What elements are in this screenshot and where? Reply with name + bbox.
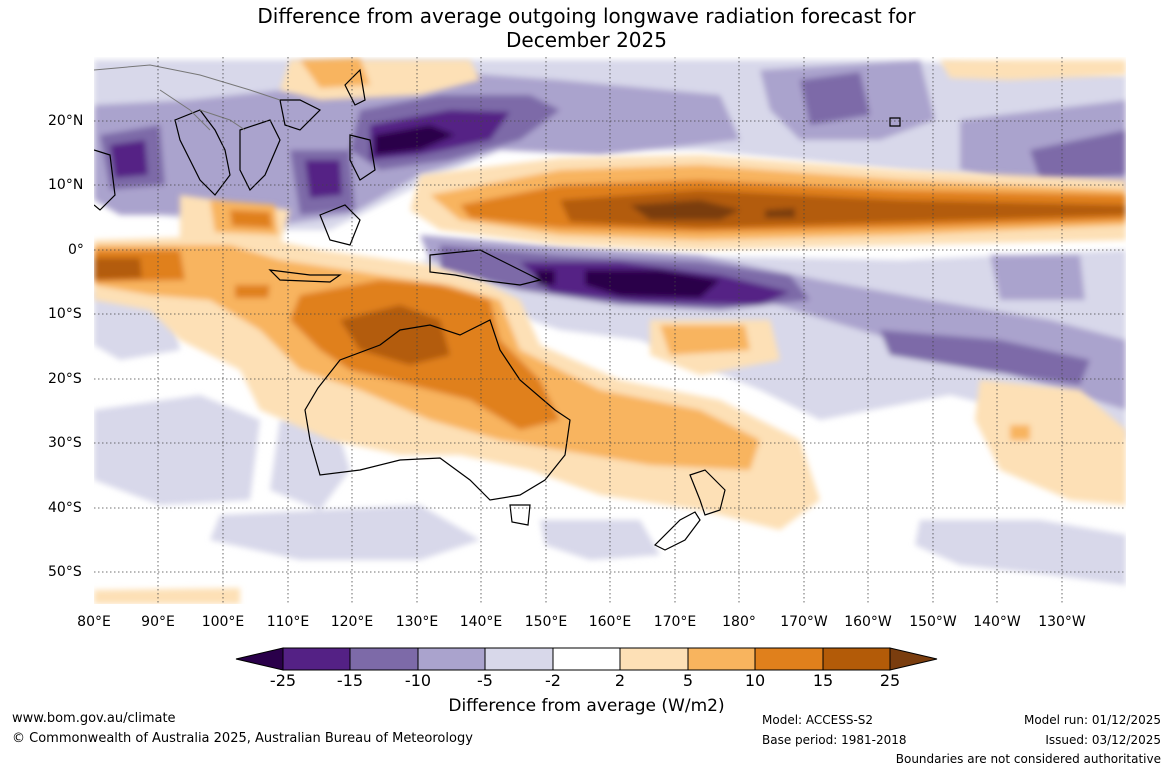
map-title: Difference from average outgoing longwav… [0, 4, 1173, 52]
colorbar-swatch [552, 647, 621, 671]
lat-label: 50°S [48, 564, 82, 580]
colorbar-tick-label: -15 [336, 671, 364, 690]
lon-label: 160°E [588, 614, 632, 630]
lat-label: 20°S [48, 371, 82, 387]
lon-label: 130°E [395, 614, 439, 630]
lon-label: 170°E [653, 614, 697, 630]
colorbar-title: Difference from average (W/m2) [448, 696, 725, 716]
colorbar-min-extend [235, 647, 284, 671]
lon-label: 150°E [524, 614, 568, 630]
colorbar-tick-label: 2 [614, 671, 626, 690]
colorbar-swatch [619, 647, 689, 671]
colorbar-tick-label: -25 [269, 671, 297, 690]
footer-issued: Issued: 03/12/2025 [1045, 733, 1161, 747]
footer-model: Model: ACCESS-S2 [762, 713, 874, 727]
lat-label: 10°S [48, 306, 82, 322]
lon-label: 110°E [266, 614, 310, 630]
footer-url[interactable]: www.bom.gov.au/climate [12, 711, 176, 726]
lon-label: 90°E [141, 614, 175, 630]
lon-label: 80°E [77, 614, 111, 630]
footer-model-run: Model run: 01/12/2025 [1023, 713, 1161, 727]
lon-label: 150°W [909, 614, 957, 630]
footer-base-period: Base period: 1981-2018 [762, 733, 907, 747]
lon-label: 120°E [330, 614, 374, 630]
footer-copyright: © Commonwealth of Australia 2025, Austra… [12, 731, 473, 746]
lat-label: 20°N [48, 113, 84, 129]
lon-label: 140°E [459, 614, 503, 630]
colorbar-tick-label: 25 [879, 671, 901, 690]
country-borders [94, 64, 281, 131]
lat-label: 10°N [48, 177, 84, 193]
title-line-2: December 2025 [506, 28, 667, 52]
colorbar-swatch [754, 647, 824, 671]
colorbar-max-extend [889, 647, 938, 671]
footer-boundaries: Boundaries are not considered authoritat… [895, 752, 1161, 766]
colorbar-swatch [484, 647, 554, 671]
colorbar-swatch [349, 647, 419, 671]
title-line-1: Difference from average outgoing longwav… [257, 4, 916, 28]
colorbar-tick-label: -10 [404, 671, 432, 690]
colorbar-tick-label: 15 [812, 671, 834, 690]
lat-label: 0° [68, 242, 84, 258]
lon-label: 160°W [844, 614, 892, 630]
colorbar-swatch [687, 647, 756, 671]
colorbar-tick-label: 10 [744, 671, 766, 690]
lon-label: 170°W [780, 614, 828, 630]
anomaly-field [94, 57, 1126, 604]
lat-label: 40°S [48, 500, 82, 516]
lon-label: 100°E [201, 614, 245, 630]
lon-label: 140°W [973, 614, 1021, 630]
colorbar-swatch [417, 647, 486, 671]
colorbar-tick-label: 5 [682, 671, 694, 690]
lon-label: 130°W [1038, 614, 1086, 630]
lon-label: 180° [722, 614, 756, 630]
colorbar-tick-label: -2 [545, 671, 561, 690]
colorbar-tick-label: -5 [477, 671, 493, 690]
graticule [94, 57, 1126, 604]
colorbar-swatch [822, 647, 891, 671]
colorbar-swatch [282, 647, 351, 671]
lat-label: 30°S [48, 435, 82, 451]
anomaly-map [94, 57, 1126, 604]
